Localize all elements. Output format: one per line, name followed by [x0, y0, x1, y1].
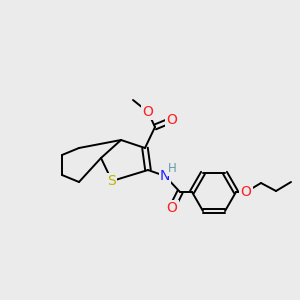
- Text: O: O: [167, 113, 177, 127]
- Text: H: H: [168, 163, 176, 176]
- Text: N: N: [160, 169, 170, 183]
- Text: O: O: [241, 185, 251, 199]
- Text: O: O: [167, 201, 177, 215]
- Text: S: S: [108, 174, 116, 188]
- Text: O: O: [142, 105, 153, 119]
